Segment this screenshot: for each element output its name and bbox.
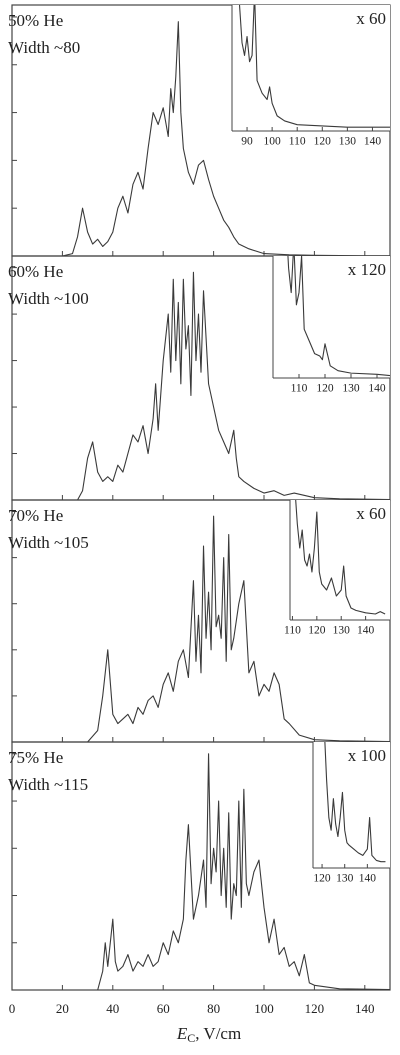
inset-x-tick-label: 110 bbox=[284, 625, 301, 637]
inset-scale-label: x 60 bbox=[356, 9, 386, 28]
annotation: 60% He bbox=[8, 262, 63, 281]
x-tick-label: 120 bbox=[305, 1001, 325, 1016]
inset-x-tick-label: 140 bbox=[368, 383, 386, 395]
inset-scale-label: x 100 bbox=[348, 746, 386, 765]
inset-x-tick-label: 140 bbox=[359, 873, 377, 885]
spectrum-line bbox=[97, 753, 390, 990]
x-axis-label: EC, V/cm bbox=[176, 1024, 241, 1045]
inset-line bbox=[287, 256, 390, 377]
inset-x-tick-label: 130 bbox=[336, 873, 354, 885]
x-tick-label: 60 bbox=[157, 1001, 170, 1016]
inset-x-tick-label: 130 bbox=[342, 383, 360, 395]
inset-x-tick-label: 130 bbox=[339, 136, 357, 148]
spectrum-line bbox=[77, 271, 390, 500]
inset-background bbox=[232, 5, 390, 131]
annotation: 75% He bbox=[8, 748, 63, 767]
spectrum-line bbox=[87, 515, 390, 742]
annotation: 50% He bbox=[8, 11, 63, 30]
annotation: Width ~80 bbox=[8, 38, 80, 57]
x-tick-label: 100 bbox=[254, 1001, 274, 1016]
annotation: Width ~115 bbox=[8, 775, 88, 794]
x-tick-label: 140 bbox=[355, 1001, 375, 1016]
inset-x-tick-label: 120 bbox=[313, 873, 331, 885]
inset-line bbox=[238, 5, 390, 128]
spectrum-line bbox=[62, 21, 390, 256]
annotation: Width ~105 bbox=[8, 533, 89, 552]
x-tick-label: 80 bbox=[207, 1001, 220, 1016]
x-tick-label: 0 bbox=[9, 1001, 16, 1016]
inset-x-tick-label: 110 bbox=[291, 383, 308, 395]
inset-x-tick-label: 90 bbox=[241, 136, 253, 148]
x-axis-label-subscript: C bbox=[187, 1031, 195, 1045]
inset-x-tick-label: 140 bbox=[364, 136, 382, 148]
inset-x-tick-label: 100 bbox=[264, 136, 282, 148]
annotation: Width ~100 bbox=[8, 289, 89, 308]
inset-scale-label: x 120 bbox=[348, 260, 386, 279]
inset-x-tick-label: 120 bbox=[316, 383, 334, 395]
x-tick-label: 20 bbox=[56, 1001, 69, 1016]
inset-scale-label: x 60 bbox=[356, 504, 386, 523]
inset-x-tick-label: 130 bbox=[333, 625, 351, 637]
inset-line bbox=[295, 500, 386, 615]
inset-line bbox=[324, 742, 386, 863]
inset-x-tick-label: 140 bbox=[357, 625, 375, 637]
x-axis-label-unit: , V/cm bbox=[195, 1024, 241, 1043]
x-tick-label: 40 bbox=[106, 1001, 119, 1016]
x-axis-label-symbol: E bbox=[176, 1024, 188, 1043]
annotation: 70% He bbox=[8, 506, 63, 525]
inset-x-tick-label: 110 bbox=[289, 136, 306, 148]
inset-x-tick-label: 120 bbox=[314, 136, 332, 148]
inset-background bbox=[290, 500, 390, 620]
inset-x-tick-label: 120 bbox=[308, 625, 326, 637]
